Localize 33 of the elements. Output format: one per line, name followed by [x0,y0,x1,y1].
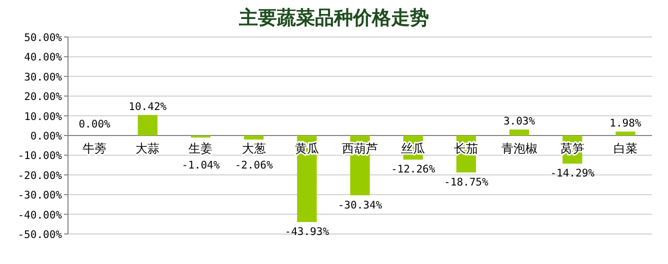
data-label: 10.42% [128,100,168,113]
data-label: -43.93% [284,226,330,238]
y-tick-label: 30.00% [24,71,63,84]
y-tick-label: -40.00% [18,209,63,222]
data-label: 1.98% [610,118,642,130]
data-label: -1.04% [182,160,220,172]
y-tick-label: -10.00% [18,150,63,162]
y-tick-label: -50.00% [18,229,63,241]
bar [509,130,530,136]
y-tick-label: -30.00% [18,190,63,202]
x-tick-label: 青泡椒 [501,142,538,156]
x-tick-label: 生姜 [188,142,213,156]
chart-title: 主要蔬菜品种价格走势 [238,7,429,29]
y-tick-label: 50.00% [24,32,63,44]
data-label: -14.29% [550,168,596,180]
y-tick-label: 10.00% [24,110,63,123]
data-label: -18.75% [444,176,489,188]
x-tick-label: 牛蒡 [82,142,107,156]
bar [138,114,158,136]
y-tick-label: -20.00% [18,170,63,182]
bar [616,132,636,136]
data-label: 0.00% [78,118,112,130]
x-tick-label: 大葱 [242,142,266,156]
data-label: 3.03% [503,116,536,128]
data-label: -12.26% [390,164,436,176]
y-tick-label: 0.00% [30,130,63,142]
bar [244,136,264,140]
y-tick-label: 20.00% [24,91,63,104]
y-tick-label: 40.00% [24,52,63,64]
data-label: -2.06% [234,160,274,172]
data-label: -30.34% [338,199,383,212]
x-tick-label: 大蒜 [136,142,160,156]
x-tick-label: 白菜 [613,142,638,156]
